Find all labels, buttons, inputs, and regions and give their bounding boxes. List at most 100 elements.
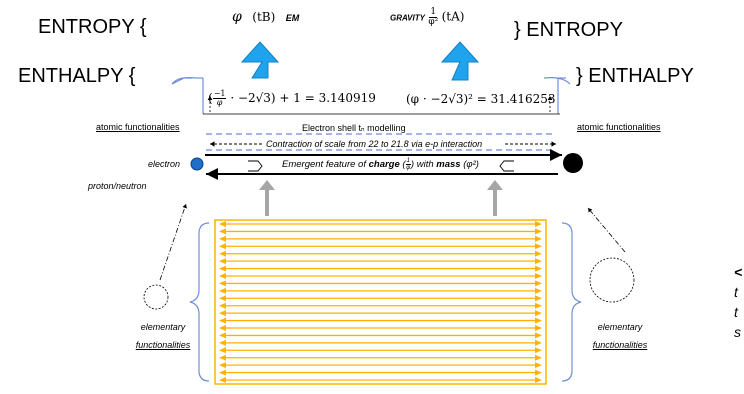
emergent-prefix: Emergent feature of <box>282 159 366 170</box>
lattice-head-right <box>535 332 542 338</box>
lattice-head-left <box>219 325 226 331</box>
lattice-head-left <box>219 377 226 383</box>
lattice-head-left <box>219 362 226 368</box>
lattice-head-left <box>219 318 226 324</box>
lattice-head-left <box>219 310 226 316</box>
electron-shell-label: Electron shell tₙ modelling <box>302 124 406 133</box>
electron-label: electron <box>148 160 180 169</box>
right-cutoff-text: < t t s <box>734 262 742 342</box>
gray-left-arrow <box>259 180 275 216</box>
lattice-head-right <box>535 236 542 242</box>
em-label: EM <box>286 13 300 23</box>
atomic-right-label: atomic functionalities <box>577 123 661 132</box>
lattice-head-left <box>219 295 226 301</box>
emergent-with: with <box>417 159 434 170</box>
lattice-head-right <box>535 303 542 309</box>
cutoff-line2: t <box>734 282 742 302</box>
elementary-right-label: elementary functionalities <box>584 318 656 354</box>
charge-frac-den: φ <box>406 165 410 171</box>
eq-left-rest: · −2√3) + 1 = 3.140919 <box>230 91 376 105</box>
enthalpy-left-label: ENTHALPY { <box>18 66 135 86</box>
charge-frac-num: 1 <box>406 158 411 165</box>
elementary-right-line1: elementary <box>584 318 656 336</box>
cutoff-line3: t <box>734 302 742 322</box>
lattice-head-left <box>219 228 226 234</box>
lattice-head-left <box>219 251 226 257</box>
left-dashdot-arrow <box>160 204 186 280</box>
lattice-head-left <box>219 243 226 249</box>
emergent-mass-val: (φ²) <box>463 159 479 170</box>
elementary-left-circle <box>144 285 168 309</box>
elementary-right-circle <box>590 258 634 302</box>
em-phi: φ <box>232 9 242 25</box>
lattice-head-right <box>535 288 542 294</box>
lattice-head-right <box>535 340 542 346</box>
emergent-label: Emergent feature of charge (1 φ) with mas… <box>282 158 479 171</box>
lattice-frame <box>215 220 546 384</box>
gravity-force: GRAVITY 1 φ² (tA) <box>390 8 464 27</box>
gray-right-arrow <box>487 180 503 216</box>
eq-left-frac-den: φ <box>217 99 223 107</box>
proton-neutron-label: proton/neutron <box>88 182 147 191</box>
lattice-head-right <box>535 370 542 376</box>
lattice-head-left <box>219 288 226 294</box>
lattice-arrows <box>219 221 542 383</box>
em-up-arrow <box>242 42 278 78</box>
lattice-head-right <box>535 266 542 272</box>
lattice-head-left <box>219 347 226 353</box>
gravity-frac-den: φ² <box>428 18 438 27</box>
lattice-head-right <box>535 295 542 301</box>
gravity-fraction: 1 φ² <box>428 8 438 27</box>
contraction-label: Contraction of scale from 22 to 21.8 via… <box>266 140 482 149</box>
entropy-right-label: } ENTROPY <box>514 20 623 40</box>
lattice-head-left <box>219 332 226 338</box>
eq-left-fraction: −1 φ <box>213 90 227 107</box>
lattice-head-right <box>535 243 542 249</box>
lattice-head-right <box>535 228 542 234</box>
lattice-head-right <box>535 273 542 279</box>
lattice-head-left <box>219 303 226 309</box>
lattice-head-right <box>535 318 542 324</box>
emergent-mass: mass <box>436 159 460 170</box>
lattice-head-right <box>535 280 542 286</box>
emergent-charge: charge <box>369 159 400 170</box>
electron-dot <box>191 158 203 170</box>
right-dashdot-arrow <box>588 208 625 252</box>
lattice-head-right <box>535 310 542 316</box>
elementary-left-line1: elementary <box>133 318 193 336</box>
entropy-left-label: ENTROPY { <box>38 17 147 37</box>
em-time: (tB) <box>252 10 275 24</box>
lattice-head-right <box>535 347 542 353</box>
lattice-head-right <box>535 377 542 383</box>
lattice-head-right <box>535 251 542 257</box>
lattice-head-right <box>535 258 542 264</box>
lattice-head-left <box>219 258 226 264</box>
lattice-head-right <box>535 362 542 368</box>
cutoff-line4: s <box>734 322 742 342</box>
gravity-time: (tA) <box>442 10 465 24</box>
lattice-head-right <box>535 355 542 361</box>
lattice-head-left <box>219 236 226 242</box>
gravity-up-arrow <box>442 42 478 80</box>
equation-left: (−1 φ · −2√3) + 1 = 3.140919 <box>208 90 376 107</box>
lattice-head-left <box>219 280 226 286</box>
nucleus-dot <box>563 153 583 173</box>
elementary-right-line2: functionalities <box>584 336 656 354</box>
equation-right: (φ · −2√3)² = 31.416253 <box>406 93 556 105</box>
lattice-head-right <box>535 325 542 331</box>
lattice-head-left <box>219 273 226 279</box>
lattice-head-left <box>219 266 226 272</box>
gravity-label: GRAVITY <box>390 14 425 23</box>
atomic-left-label: atomic functionalities <box>96 123 180 132</box>
lattice-head-left <box>219 370 226 376</box>
elementary-left-label: elementary functionalities <box>133 318 193 354</box>
lattice-head-right <box>535 221 542 227</box>
lattice-head-left <box>219 221 226 227</box>
elementary-left-line2: functionalities <box>133 336 193 354</box>
em-force: φ (tB) EM <box>232 10 299 24</box>
lattice-head-left <box>219 340 226 346</box>
lattice-head-left <box>219 355 226 361</box>
enthalpy-right-label: } ENTHALPY <box>576 66 694 86</box>
